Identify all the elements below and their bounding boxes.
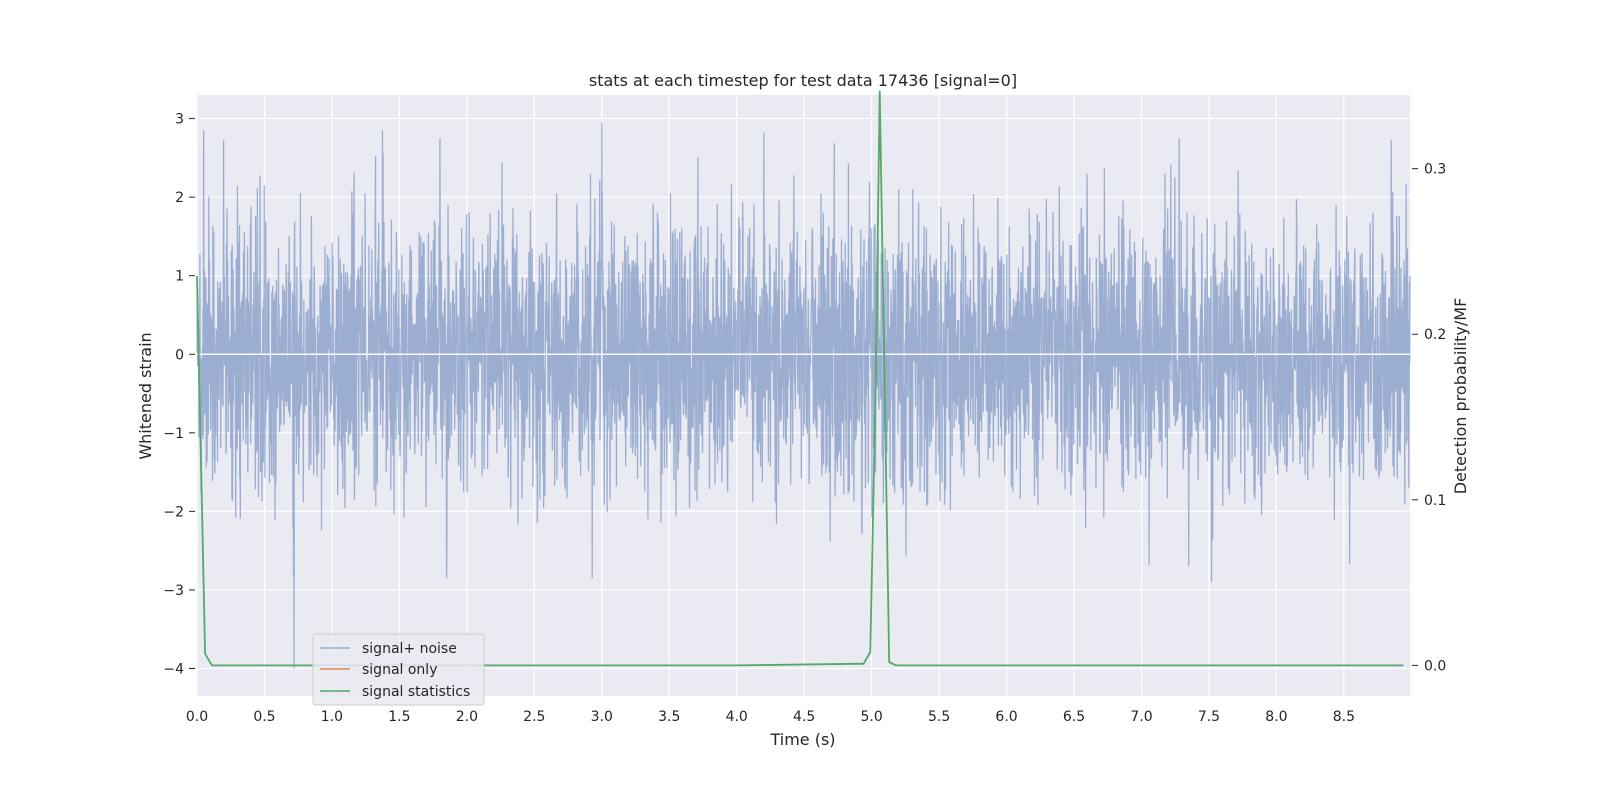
x-tick-label: 8.0 xyxy=(1265,709,1287,725)
x-tick-label: 0.5 xyxy=(253,709,275,725)
y-right-tick-label: 0.3 xyxy=(1424,162,1446,178)
y-axis-label: Whitened strain xyxy=(136,332,155,459)
x-tick-label: 3.0 xyxy=(591,709,613,725)
y-tick-label: 3 xyxy=(175,112,184,128)
x-tick-label: 2.5 xyxy=(523,709,545,725)
x-tick-label: 5.5 xyxy=(928,709,950,725)
x-tick-label: 6.0 xyxy=(995,709,1017,725)
series-signal-noise xyxy=(196,122,1411,669)
signal-statistics-line xyxy=(196,90,1404,667)
y-tick-label: 2 xyxy=(175,190,184,206)
legend-label-signal-noise: signal+ noise xyxy=(362,641,457,657)
x-tick-label: 6.5 xyxy=(1063,709,1085,725)
chart-title: stats at each timestep for test data 174… xyxy=(589,71,1017,90)
x-tick-label: 2.0 xyxy=(456,709,478,725)
y-tick-label: 0 xyxy=(175,347,184,363)
signal-noise-line xyxy=(196,122,1411,669)
y-axis-ticks: 3 2 1 0 −1 −2 −3 −4 xyxy=(163,112,195,678)
y-right-tick-label: 0.2 xyxy=(1424,327,1446,343)
x-tick-label: 7.5 xyxy=(1198,709,1220,725)
x-axis-label: Time (s) xyxy=(769,730,835,749)
x-tick-label: 4.0 xyxy=(726,709,748,725)
y-tick-label: −1 xyxy=(163,426,184,442)
series-signal-statistics xyxy=(196,90,1404,667)
legend-box xyxy=(312,633,485,706)
y-tick-label: −2 xyxy=(163,504,184,520)
legend-label-signal-only: signal only xyxy=(362,662,437,678)
y-right-tick-label: 0.1 xyxy=(1424,493,1446,509)
x-tick-label: 5.0 xyxy=(861,709,883,725)
y-right-axis-label: Detection probability/MF xyxy=(1451,298,1470,495)
y-tick-label: 1 xyxy=(175,269,184,285)
x-tick-label: 7.0 xyxy=(1130,709,1152,725)
legend-label-signal-statistics: signal statistics xyxy=(362,684,470,700)
legend: signal+ noise signal only signal statist… xyxy=(312,633,485,706)
x-tick-label: 1.0 xyxy=(321,709,343,725)
x-tick-label: 4.5 xyxy=(793,709,815,725)
y-right-axis-ticks: 0.3 0.2 0.1 0.0 xyxy=(1412,162,1446,674)
x-tick-label: 0.0 xyxy=(186,709,208,725)
y-tick-label: −3 xyxy=(163,583,184,599)
x-tick-label: 3.5 xyxy=(658,709,680,725)
x-tick-label: 1.5 xyxy=(388,709,410,725)
y-tick-label: −4 xyxy=(163,662,184,678)
x-tick-label: 8.5 xyxy=(1333,709,1355,725)
x-axis-ticks: 0.0 0.5 1.0 1.5 2.0 2.5 3.0 3.5 4.0 4.5 5.0 5.5 6.0 6… xyxy=(186,709,1355,725)
y-right-tick-label: 0.0 xyxy=(1424,658,1446,674)
